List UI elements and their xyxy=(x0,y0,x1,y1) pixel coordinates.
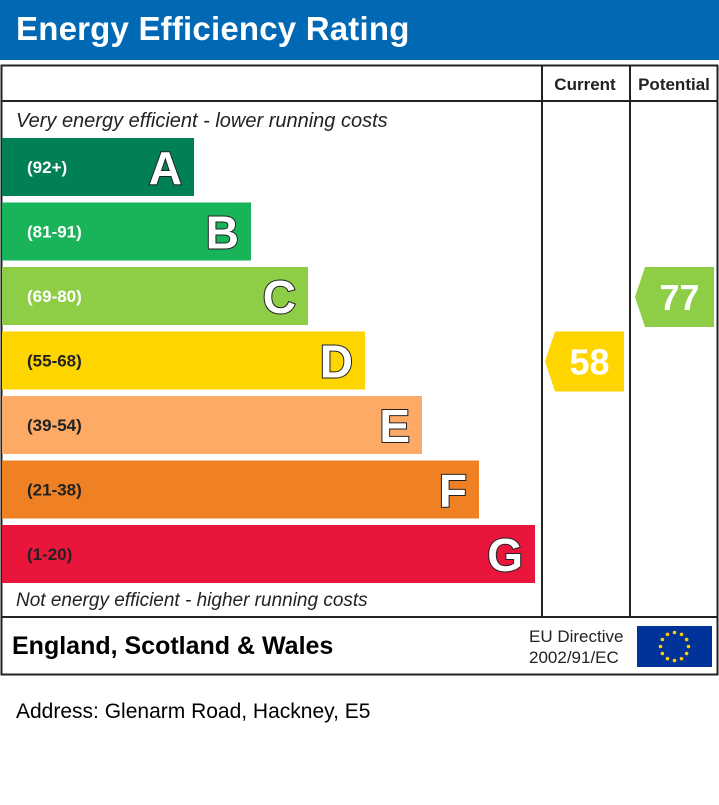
potential-rating-arrow-value: 77 xyxy=(659,277,699,318)
potential-rating-arrow-shape xyxy=(635,267,714,327)
band-bar xyxy=(2,460,479,519)
band-bar xyxy=(2,331,365,390)
rating-chart: Current Potential Very energy efficient … xyxy=(0,64,719,676)
band-bar xyxy=(2,202,251,261)
rating-bands: (92+) A (81-91) B (69-80) C (55-68) D (39-54) E (2… xyxy=(2,138,535,583)
band-b: (81-91) B xyxy=(2,202,251,261)
potential-column-header: Potential xyxy=(638,75,710,94)
band-letter: E xyxy=(379,400,410,452)
rating-arrows: 58 77 xyxy=(545,267,714,392)
band-e: (39-54) E xyxy=(2,396,422,454)
band-letter: G xyxy=(487,529,523,581)
region-label: England, Scotland & Wales xyxy=(12,632,333,660)
band-a: (92+) A xyxy=(2,138,194,196)
potential-rating-arrow: 77 xyxy=(635,267,714,327)
band-letter: A xyxy=(149,142,182,194)
band-bar xyxy=(2,525,535,583)
band-range-label: (21-38) xyxy=(27,481,82,500)
band-letter: C xyxy=(263,271,296,323)
band-range-label: (69-80) xyxy=(27,287,82,306)
header-bar: Energy Efficiency Rating xyxy=(0,0,719,60)
band-letter: F xyxy=(439,465,467,517)
band-range-label: (39-54) xyxy=(27,416,82,435)
current-rating-arrow: 58 xyxy=(545,331,624,392)
band-g: (1-20) G xyxy=(2,525,535,583)
eu-flag-icon xyxy=(637,626,712,667)
eu-directive-line2: 2002/91/EC xyxy=(529,648,619,667)
band-f: (21-38) F xyxy=(2,460,479,519)
band-letter: D xyxy=(320,336,353,388)
band-bar xyxy=(2,396,422,454)
current-column-header: Current xyxy=(554,75,616,94)
current-rating-arrow-shape xyxy=(545,331,624,392)
band-range-label: (81-91) xyxy=(27,223,82,242)
eu-directive-line1: EU Directive xyxy=(529,627,623,646)
chart-frame xyxy=(0,64,719,676)
band-bar xyxy=(2,138,194,196)
band-range-label: (55-68) xyxy=(27,352,82,371)
band-range-label: (92+) xyxy=(27,158,67,177)
band-range-label: (1-20) xyxy=(27,545,72,564)
address-line: Address: Glenarm Road, Hackney, E5 xyxy=(16,700,371,723)
band-bar xyxy=(2,267,308,325)
current-rating-arrow-value: 58 xyxy=(569,342,609,383)
band-letter: B xyxy=(206,207,239,259)
bottom-note: Not energy efficient - higher running co… xyxy=(16,590,368,611)
page-title: Energy Efficiency Rating xyxy=(16,10,410,47)
band-c: (69-80) C xyxy=(2,267,308,325)
top-note: Very energy efficient - lower running co… xyxy=(16,110,388,132)
band-d: (55-68) D xyxy=(2,331,365,390)
